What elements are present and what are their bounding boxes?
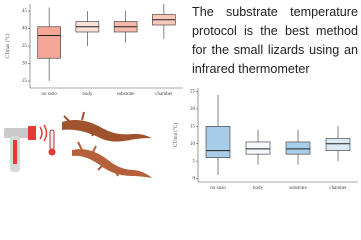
waves: [39, 124, 48, 142]
y-tick-label: 30: [22, 62, 28, 67]
y-tick-label: 0: [193, 177, 196, 182]
x-tick-label: body: [82, 92, 93, 97]
y-tick-label: 15: [190, 124, 196, 129]
thermometer: [49, 129, 55, 151]
x-tick-label: substrate: [117, 92, 136, 97]
x-tick-label: no ratio: [41, 92, 57, 97]
y-axis-label: CTmax (°C): [6, 33, 11, 58]
box: [325, 138, 351, 151]
x-tick-label: substrate: [289, 186, 308, 191]
lizard-legs: [63, 111, 111, 137]
y-tick-label: 25: [190, 90, 196, 95]
y-tick-label: 25: [22, 79, 28, 84]
chart: CTmin (°C) 0 5 10 15 20 25 no ratio body substrat…: [174, 88, 358, 191]
box: [37, 26, 61, 59]
lizard: [62, 120, 152, 142]
y-tick-label: 40: [22, 27, 28, 32]
chart: CTmax (°C) 25 30 35 40 45 no ratio body substrat…: [6, 4, 183, 97]
y-tick-label: 45: [22, 9, 28, 14]
gun-grip: [13, 140, 17, 164]
y-axis-label: CTmin (°C): [174, 123, 179, 147]
box: [205, 125, 231, 158]
y-tick-label: 35: [22, 44, 28, 49]
box: [245, 141, 271, 155]
y-tick-label: 5: [193, 159, 196, 164]
x-tick-label: chamber: [329, 186, 347, 191]
box: [285, 141, 311, 155]
illustration: [4, 111, 152, 178]
headline: The substrate temperature protocol is th…: [192, 5, 358, 76]
lizard: [72, 149, 152, 178]
gun-body: [4, 128, 34, 138]
lizard-legs: [77, 141, 119, 177]
y-tick-label: 20: [190, 107, 196, 112]
y-tick-label: 10: [190, 142, 196, 147]
x-tick-label: body: [253, 186, 264, 191]
thermometer-bulb: [48, 148, 56, 156]
page: CTmax (°C) 25 30 35 40 45 no ratio body substrat…: [4, 4, 358, 192]
gun-head: [28, 126, 36, 140]
x-tick-label: no ratio: [210, 186, 226, 191]
x-tick-label: chamber: [155, 92, 173, 97]
